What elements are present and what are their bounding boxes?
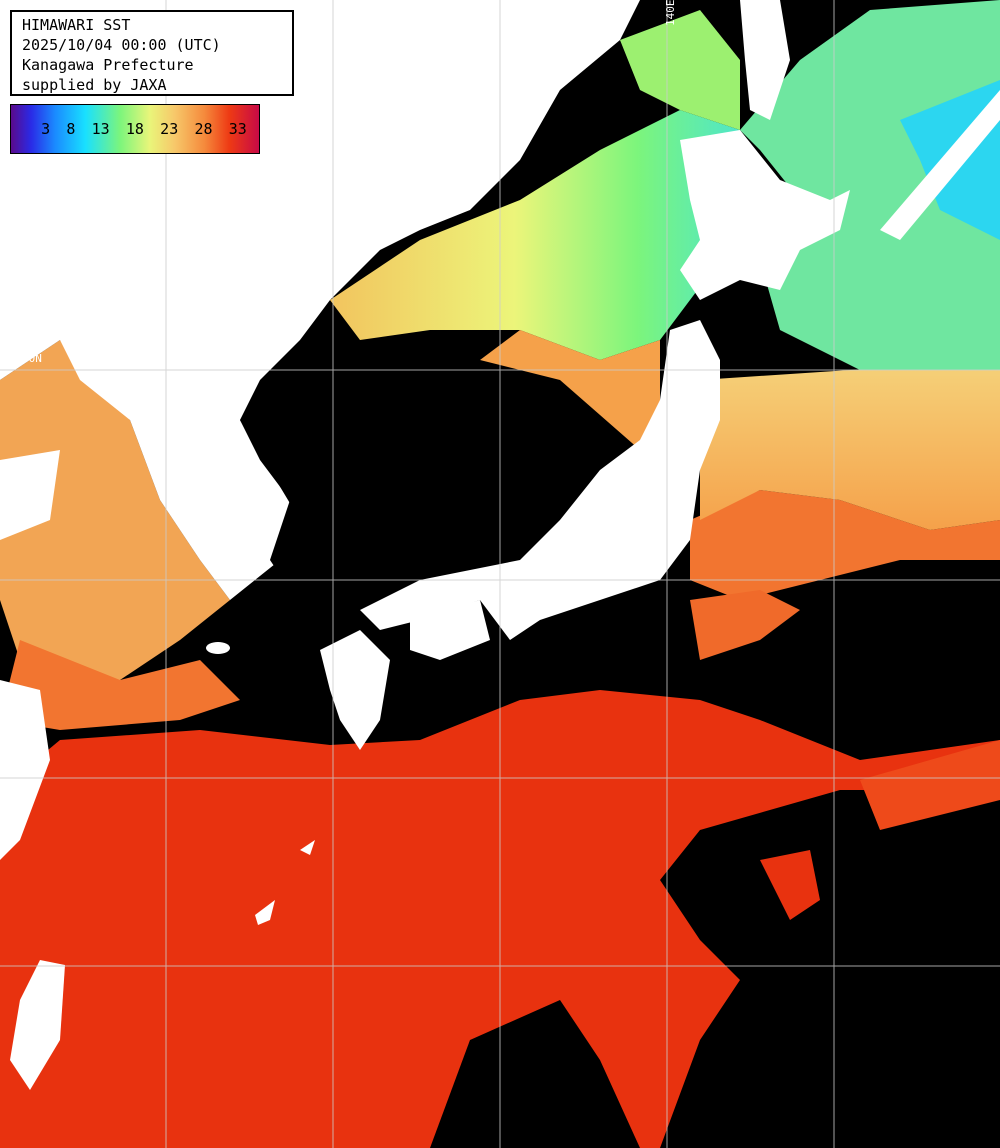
sst-sea-of-japan-south — [480, 330, 660, 450]
latitude-label-south: 30N — [20, 762, 40, 775]
color-scale-legend: 3 8 13 18 23 28 33 — [10, 104, 260, 154]
legend-tick: 3 — [41, 120, 51, 138]
sst-north-cool — [740, 0, 1000, 370]
latitude-label-north: 40N — [22, 352, 42, 365]
land-kuril-islands — [880, 90, 1000, 240]
land-honshu — [360, 320, 720, 640]
map-datetime: 2025/10/04 00:00 (UTC) — [22, 36, 221, 54]
sst-pacific-mid — [700, 360, 1000, 530]
cloud-korea — [240, 340, 370, 590]
longitude-label: 140E — [664, 0, 677, 26]
legend-tick: 18 — [125, 120, 144, 138]
land-amami — [300, 840, 315, 855]
land-hokkaido — [680, 130, 850, 300]
land-china-coast — [0, 680, 50, 860]
land-sakhalin — [740, 0, 790, 120]
legend-tick: 28 — [194, 120, 213, 138]
sst-orange-band — [690, 490, 1000, 600]
land-taiwan — [10, 960, 65, 1090]
map-region: Kanagawa Prefecture — [22, 56, 194, 74]
legend-tick: 13 — [91, 120, 110, 138]
land-island-north — [400, 128, 425, 165]
land-jeju — [206, 642, 230, 654]
sst-orange-patch — [690, 590, 800, 660]
legend-tick: 33 — [228, 120, 247, 138]
sst-sea-of-japan-top — [620, 10, 740, 130]
legend-tick: 8 — [66, 120, 76, 138]
sst-east-china-sea — [0, 640, 240, 730]
sst-yellow-sea — [0, 340, 230, 700]
sst-warm-patch — [760, 850, 820, 920]
map-credit: supplied by JAXA — [22, 76, 167, 94]
land-shandong — [0, 450, 60, 540]
land-okinawa — [255, 900, 275, 925]
sst-warm-patch-east — [860, 740, 1000, 830]
sst-sea-of-japan-north — [330, 110, 740, 360]
info-box: HIMAWARI SST 2025/10/04 00:00 (UTC) Kana… — [10, 10, 294, 96]
map-title: HIMAWARI SST — [22, 16, 131, 34]
cloud-patch — [430, 1000, 640, 1148]
land-kyushu — [320, 630, 390, 750]
legend-tick: 23 — [160, 120, 179, 138]
